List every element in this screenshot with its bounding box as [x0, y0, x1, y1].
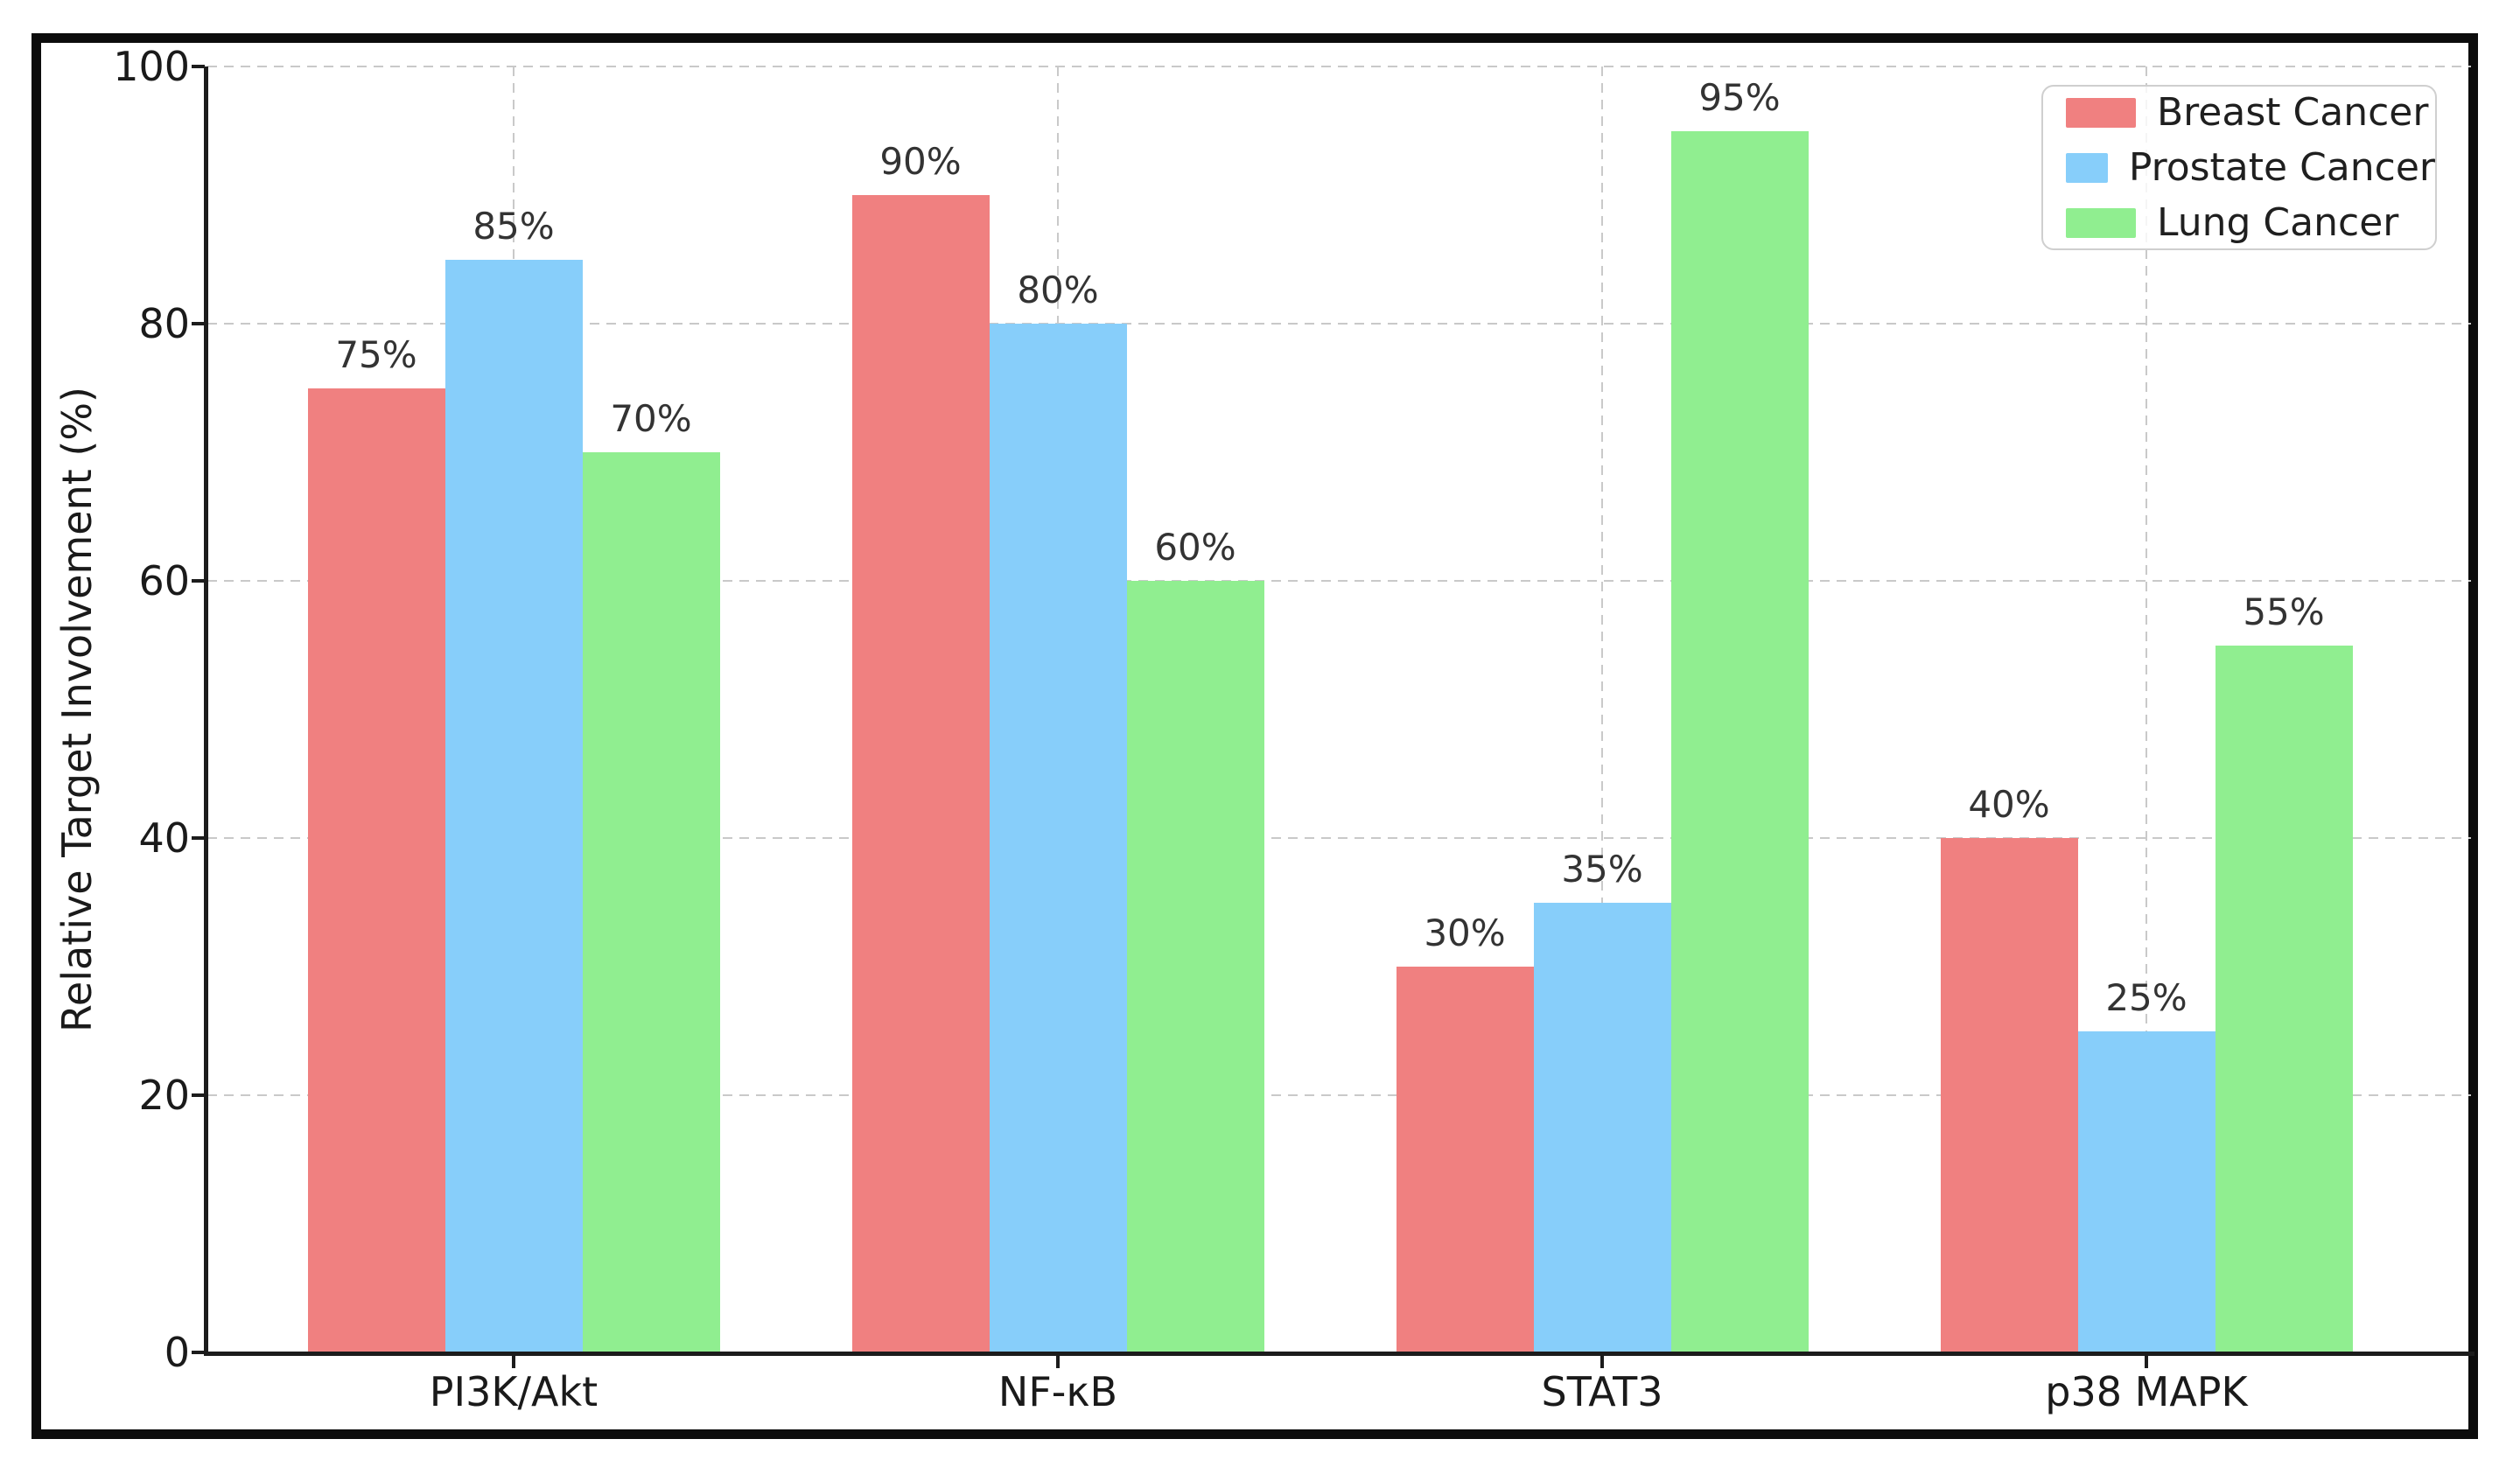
- y-tick-label: 60: [138, 557, 190, 604]
- x-tick-label: PI3K/Akt: [429, 1368, 598, 1415]
- plot-area: 75% 90% 30% 40% 85% 80% 35% 25% 70% 60% 95% 55%: [207, 66, 2471, 1352]
- x-tick-mark: [1056, 1355, 1060, 1368]
- x-tick-label: p38 MAPK: [2045, 1368, 2248, 1415]
- bar-value-label: 30%: [1424, 912, 1506, 954]
- bar-value-label: 90%: [879, 140, 962, 183]
- gridline-horizontal: [207, 323, 2471, 325]
- legend: Breast Cancer Prostate Cancer Lung Cancer: [2041, 85, 2437, 250]
- bar: [2077, 1030, 2216, 1352]
- bar-value-label: 80%: [1017, 269, 1099, 311]
- legend-label: Lung Cancer: [2157, 200, 2399, 245]
- gridline-vertical: [1601, 66, 1603, 1352]
- y-tick-mark: [192, 322, 205, 325]
- y-axis-line: [204, 66, 208, 1356]
- legend-color-swatch: [2066, 207, 2136, 238]
- bar: [582, 452, 720, 1352]
- bar-value-label: 40%: [1968, 783, 2050, 826]
- x-tick-mark: [2145, 1355, 2148, 1368]
- y-tick-mark: [192, 65, 205, 68]
- bar: [989, 324, 1127, 1352]
- gridline-vertical: [2146, 66, 2147, 1352]
- legend-item: Breast Cancer: [2066, 90, 2435, 135]
- bar: [851, 195, 990, 1352]
- bar-value-label: 35%: [1561, 847, 1643, 891]
- y-tick-mark: [192, 1351, 205, 1354]
- gridline-horizontal: [207, 1094, 2471, 1096]
- y-tick-label: 20: [138, 1072, 190, 1119]
- bar-value-label: 60%: [1154, 526, 1236, 569]
- x-axis-line: [204, 1352, 2474, 1356]
- y-tick-mark: [192, 836, 205, 840]
- gridline-horizontal: [207, 580, 2471, 582]
- bar: [307, 388, 445, 1352]
- legend-color-swatch: [2066, 152, 2108, 183]
- legend-item: Prostate Cancer: [2066, 145, 2435, 190]
- bar-value-label: 55%: [2243, 590, 2325, 633]
- x-tick-label: STAT3: [1541, 1368, 1663, 1415]
- y-tick-label: 40: [138, 814, 190, 862]
- y-tick-label: 100: [113, 43, 190, 90]
- bar: [1533, 902, 1671, 1352]
- legend-label: Breast Cancer: [2157, 90, 2429, 135]
- y-tick-mark: [192, 579, 205, 583]
- bar: [444, 259, 583, 1352]
- x-tick-label: NF-κB: [998, 1368, 1118, 1415]
- bar-value-label: 85%: [472, 204, 555, 248]
- y-tick-mark: [192, 1093, 205, 1097]
- y-axis-title: Relative Target Involvement (%): [53, 387, 101, 1032]
- legend-label: Prostate Cancer: [2128, 145, 2435, 190]
- y-tick-label: 80: [138, 300, 190, 347]
- bar: [2215, 645, 2353, 1352]
- x-tick-mark: [1600, 1355, 1604, 1368]
- legend-item: Lung Cancer: [2066, 200, 2435, 245]
- gridline-horizontal: [207, 66, 2471, 67]
- bar: [1396, 967, 1534, 1352]
- bar-value-label: 95%: [1698, 75, 1781, 119]
- legend-color-swatch: [2066, 97, 2136, 128]
- bar: [1126, 581, 1264, 1352]
- bar: [1670, 130, 1809, 1352]
- bar-value-label: 70%: [610, 397, 692, 440]
- bar-value-label: 25%: [2105, 975, 2188, 1019]
- bar: [1940, 838, 2078, 1352]
- bar-value-label: 75%: [335, 332, 417, 376]
- figure-border: [32, 33, 2478, 1439]
- gridline-horizontal: [207, 837, 2471, 839]
- x-tick-mark: [512, 1355, 515, 1368]
- y-tick-label: 0: [164, 1329, 190, 1376]
